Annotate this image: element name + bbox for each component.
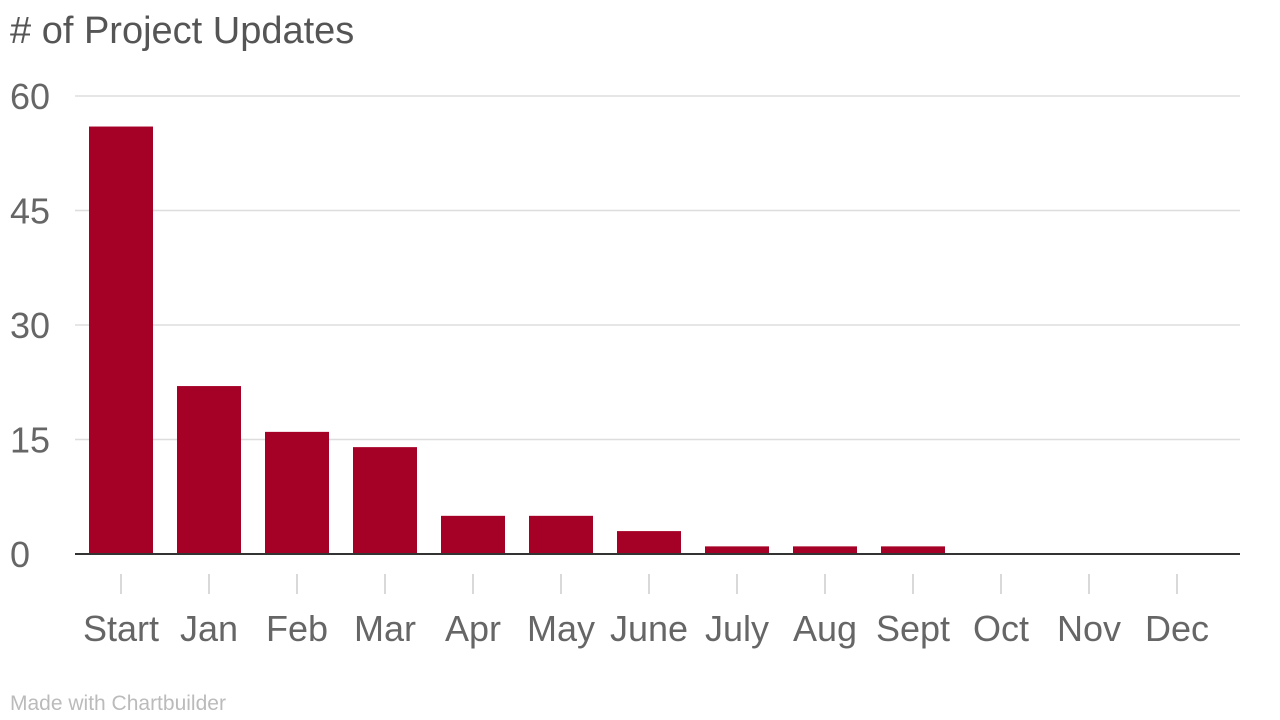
x-tick-label: Apr — [445, 608, 501, 649]
bars — [89, 126, 945, 555]
x-tick-label: Nov — [1057, 608, 1121, 649]
x-tick-label: Start — [83, 608, 159, 649]
bar-jan — [177, 386, 241, 554]
gridlines — [75, 95, 1240, 441]
y-tick-label: 30 — [10, 305, 50, 346]
x-tick-label: Jan — [180, 608, 238, 649]
bar-may — [529, 515, 593, 554]
y-tick-label: 45 — [10, 191, 50, 232]
bar-feb — [265, 431, 329, 554]
y-tick-label: 60 — [10, 76, 50, 117]
x-tick-label: Mar — [354, 608, 416, 649]
x-axis-tick-labels: Start Jan Feb Mar Apr May June July Aug Sept Oct No… — [83, 608, 1209, 649]
bar-aug — [793, 546, 857, 554]
bar-mar — [353, 447, 417, 554]
credit-text: Made with Chartbuilder — [10, 692, 226, 715]
x-tick-label: Sept — [876, 608, 950, 649]
y-tick-label: 15 — [10, 420, 50, 461]
x-tick-label: June — [610, 608, 688, 649]
x-tick-label: July — [705, 608, 769, 649]
x-tick-label: Oct — [973, 608, 1029, 649]
bar-start — [89, 126, 153, 555]
bar-apr — [441, 515, 505, 554]
x-tick-label: Feb — [266, 608, 328, 649]
y-axis-tick-labels: 0 15 30 45 60 — [10, 76, 50, 575]
bar-sept — [881, 546, 945, 554]
x-tick-label: Dec — [1145, 608, 1209, 649]
chart-title: # of Project Updates — [10, 10, 355, 52]
x-tick-label: Aug — [793, 608, 857, 649]
bar-june — [617, 531, 681, 554]
bar-july — [705, 546, 769, 554]
y-tick-label: 0 — [10, 534, 30, 575]
x-tick-label: May — [527, 608, 595, 649]
x-axis — [75, 553, 1240, 594]
